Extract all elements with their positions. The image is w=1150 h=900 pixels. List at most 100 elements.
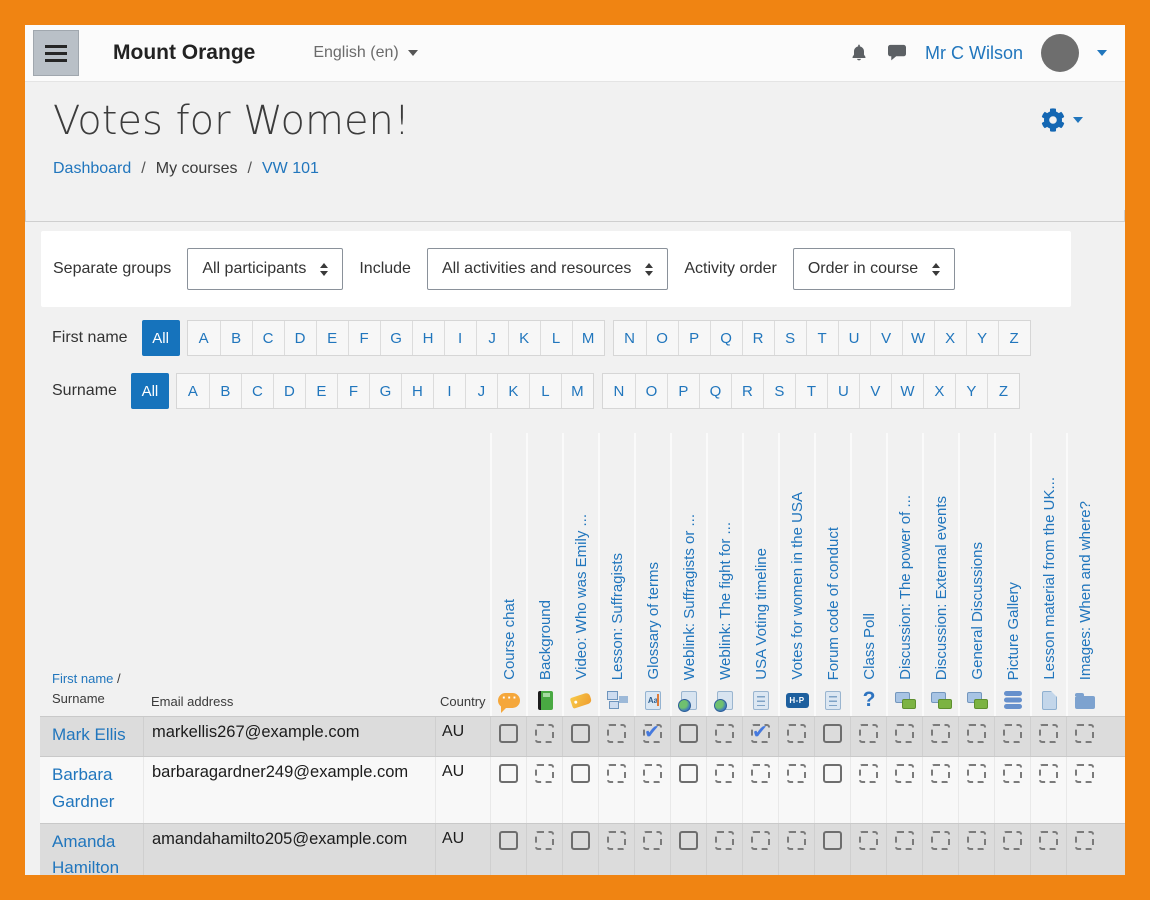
completion-checkbox[interactable] xyxy=(1039,724,1058,743)
completion-checkbox[interactable] xyxy=(1039,764,1058,784)
letter-filter-h[interactable]: H xyxy=(411,321,444,355)
letter-filter-u[interactable]: U xyxy=(837,321,870,355)
completion-checkbox[interactable] xyxy=(571,831,590,851)
activity-link[interactable]: Video: Who was Emily ... xyxy=(572,514,590,680)
letter-filter-q[interactable]: Q xyxy=(698,374,731,408)
completion-checkbox[interactable] xyxy=(571,764,590,784)
letter-filter-p[interactable]: P xyxy=(666,374,699,408)
letter-filter-c[interactable]: C xyxy=(251,321,284,355)
completion-checkbox[interactable] xyxy=(787,724,806,743)
letter-filter-l[interactable]: L xyxy=(539,321,572,355)
completion-checkbox[interactable] xyxy=(715,831,734,851)
letter-filter-n[interactable]: N xyxy=(613,382,625,400)
letter-filter-k[interactable]: K xyxy=(496,374,529,408)
completion-checkbox[interactable] xyxy=(859,764,878,784)
sort-first-name-link[interactable]: First name xyxy=(52,670,114,686)
completion-checkbox[interactable] xyxy=(967,724,986,743)
completion-checkbox[interactable] xyxy=(1003,724,1022,743)
completion-checkbox-checked[interactable] xyxy=(643,721,662,744)
completion-checkbox[interactable] xyxy=(499,724,518,743)
letter-filter-e[interactable]: E xyxy=(304,374,337,408)
completion-checkbox[interactable] xyxy=(679,764,698,784)
letter-filter-k[interactable]: K xyxy=(507,321,540,355)
letter-filter-z[interactable]: Z xyxy=(997,321,1030,355)
letter-filter-h[interactable]: H xyxy=(400,374,433,408)
sort-surname-link[interactable]: Surname xyxy=(52,690,105,706)
chevron-down-icon[interactable] xyxy=(1097,50,1107,56)
activity-link[interactable]: Glossary of terms xyxy=(644,562,662,680)
completion-checkbox[interactable] xyxy=(535,764,554,784)
letter-filter-t[interactable]: T xyxy=(805,321,838,355)
completion-checkbox[interactable] xyxy=(823,764,842,784)
activity-link[interactable]: Forum code of conduct xyxy=(824,526,842,680)
activity-link[interactable]: Images: When and where? xyxy=(1076,500,1094,680)
completion-checkbox[interactable] xyxy=(679,831,698,851)
completion-checkbox[interactable] xyxy=(535,831,554,851)
site-title[interactable]: Mount Orange xyxy=(113,41,256,64)
completion-checkbox[interactable] xyxy=(499,764,518,784)
completion-checkbox[interactable] xyxy=(1003,764,1022,784)
groups-select[interactable]: All participants xyxy=(187,248,344,290)
activity-link[interactable]: General Discussions xyxy=(968,542,986,680)
breadcrumb-dashboard[interactable]: Dashboard xyxy=(53,160,132,177)
letter-filter-w[interactable]: W xyxy=(901,321,934,355)
completion-checkbox[interactable] xyxy=(787,764,806,784)
completion-checkbox[interactable] xyxy=(751,764,770,784)
activity-link[interactable]: Lesson: Suffragists xyxy=(608,552,626,680)
completion-checkbox[interactable] xyxy=(1039,831,1058,851)
completion-checkbox[interactable] xyxy=(1003,831,1022,851)
letter-filter-e[interactable]: E xyxy=(315,321,348,355)
surname-all-button[interactable]: All xyxy=(130,373,169,409)
completion-checkbox[interactable] xyxy=(1075,724,1094,743)
order-select[interactable]: Order in course xyxy=(792,248,956,290)
messages-icon[interactable] xyxy=(887,44,907,62)
letter-filter-a[interactable]: A xyxy=(187,382,198,400)
activity-link[interactable]: Discussion: The power of ... xyxy=(896,495,914,680)
letter-filter-y[interactable]: Y xyxy=(965,321,998,355)
notifications-bell-icon[interactable] xyxy=(849,43,869,63)
letter-filter-v[interactable]: V xyxy=(858,374,891,408)
activity-link[interactable]: USA Voting timeline xyxy=(752,548,770,680)
letter-filter-r[interactable]: R xyxy=(730,374,763,408)
letter-filter-r[interactable]: R xyxy=(741,321,774,355)
activity-link[interactable]: Background xyxy=(536,599,554,680)
letter-filter-b[interactable]: B xyxy=(219,321,252,355)
letter-filter-c[interactable]: C xyxy=(240,374,273,408)
completion-checkbox[interactable] xyxy=(931,831,950,851)
letter-filter-s[interactable]: S xyxy=(773,321,806,355)
letter-filter-m[interactable]: M xyxy=(560,374,593,408)
letter-filter-u[interactable]: U xyxy=(826,374,859,408)
completion-checkbox[interactable] xyxy=(895,764,914,784)
completion-checkbox[interactable] xyxy=(895,831,914,851)
activity-link[interactable]: Picture Gallery xyxy=(1004,581,1022,680)
completion-checkbox[interactable] xyxy=(823,724,842,743)
completion-checkbox[interactable] xyxy=(607,831,626,851)
completion-checkbox[interactable] xyxy=(535,724,554,743)
completion-checkbox[interactable] xyxy=(787,831,806,851)
completion-checkbox[interactable] xyxy=(967,831,986,851)
activity-link[interactable]: Course chat xyxy=(500,599,518,680)
first-name-all-button[interactable]: All xyxy=(141,320,180,356)
letter-filter-q[interactable]: Q xyxy=(709,321,742,355)
letter-filter-x[interactable]: X xyxy=(922,374,955,408)
participant-link[interactable]: Amanda Hamilton xyxy=(52,832,120,875)
completion-checkbox[interactable] xyxy=(643,764,662,784)
letter-filter-n[interactable]: N xyxy=(624,329,635,347)
letter-filter-t[interactable]: T xyxy=(794,374,827,408)
letter-filter-f[interactable]: F xyxy=(347,321,380,355)
menu-button[interactable] xyxy=(33,30,79,76)
completion-checkbox[interactable] xyxy=(607,764,626,784)
letter-filter-y[interactable]: Y xyxy=(954,374,987,408)
letter-filter-w[interactable]: W xyxy=(890,374,923,408)
completion-checkbox[interactable] xyxy=(571,724,590,743)
completion-checkbox-checked[interactable] xyxy=(751,721,770,744)
completion-checkbox[interactable] xyxy=(1075,764,1094,784)
letter-filter-f[interactable]: F xyxy=(336,374,369,408)
completion-checkbox[interactable] xyxy=(715,764,734,784)
activity-link[interactable]: Votes for women in the USA xyxy=(788,492,806,680)
activity-link[interactable]: Weblink: The fight for ... xyxy=(716,522,734,680)
letter-filter-z[interactable]: Z xyxy=(986,374,1019,408)
letter-filter-s[interactable]: S xyxy=(762,374,795,408)
activity-link[interactable]: Lesson material from the UK... xyxy=(1040,477,1058,680)
completion-checkbox[interactable] xyxy=(643,831,662,851)
